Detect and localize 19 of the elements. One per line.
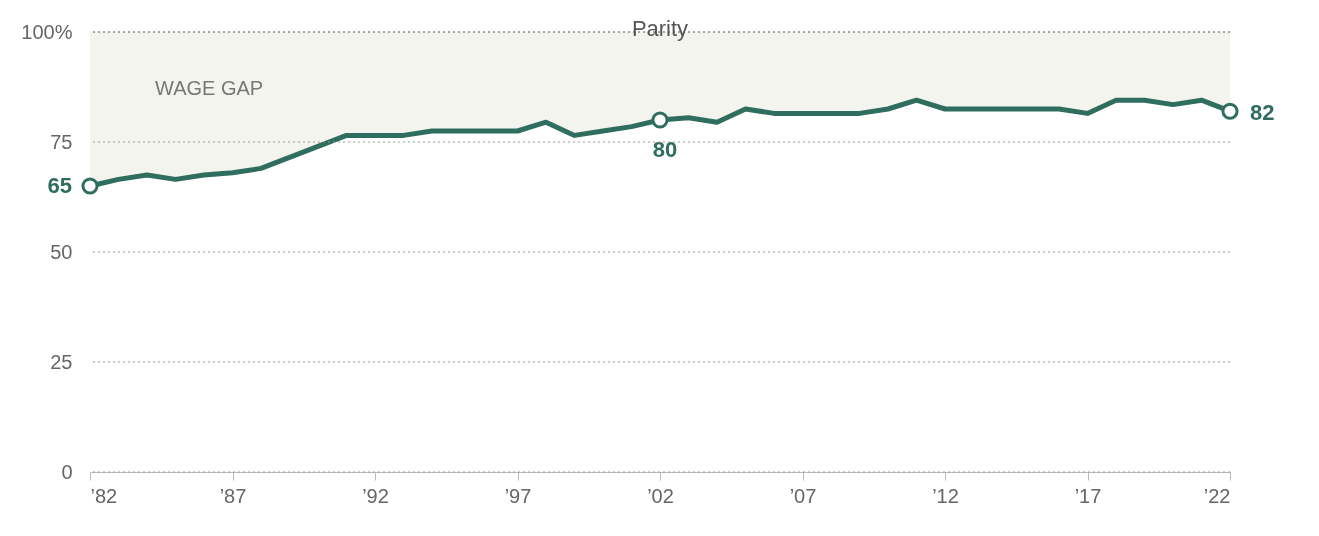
x-tick-label: ’02 [647, 484, 674, 507]
data-label: 82 [1250, 100, 1275, 126]
y-tick-label: 50 [50, 240, 73, 263]
x-tick-label: ’97 [504, 484, 532, 507]
x-tick-label: ’12 [932, 484, 959, 507]
x-tick-label: ’17 [1074, 484, 1102, 507]
y-tick-label: 0 [61, 460, 73, 483]
data-label: 65 [47, 173, 72, 198]
annotation: WAGE GAP [155, 77, 264, 99]
ref-line-label: Parity [631, 16, 689, 41]
y-tick-label: 100% [21, 20, 73, 43]
data-label: 80 [652, 137, 678, 162]
x-tick-label: ’82 [90, 484, 118, 507]
y-tick-label: 25 [50, 350, 73, 373]
x-tick-label: ’87 [219, 484, 247, 507]
x-tick-label: ’92 [362, 484, 389, 507]
x-tick-label: ’22 [1203, 484, 1231, 507]
x-tick-label: ’07 [789, 484, 817, 507]
y-tick-label: 75 [50, 130, 73, 153]
